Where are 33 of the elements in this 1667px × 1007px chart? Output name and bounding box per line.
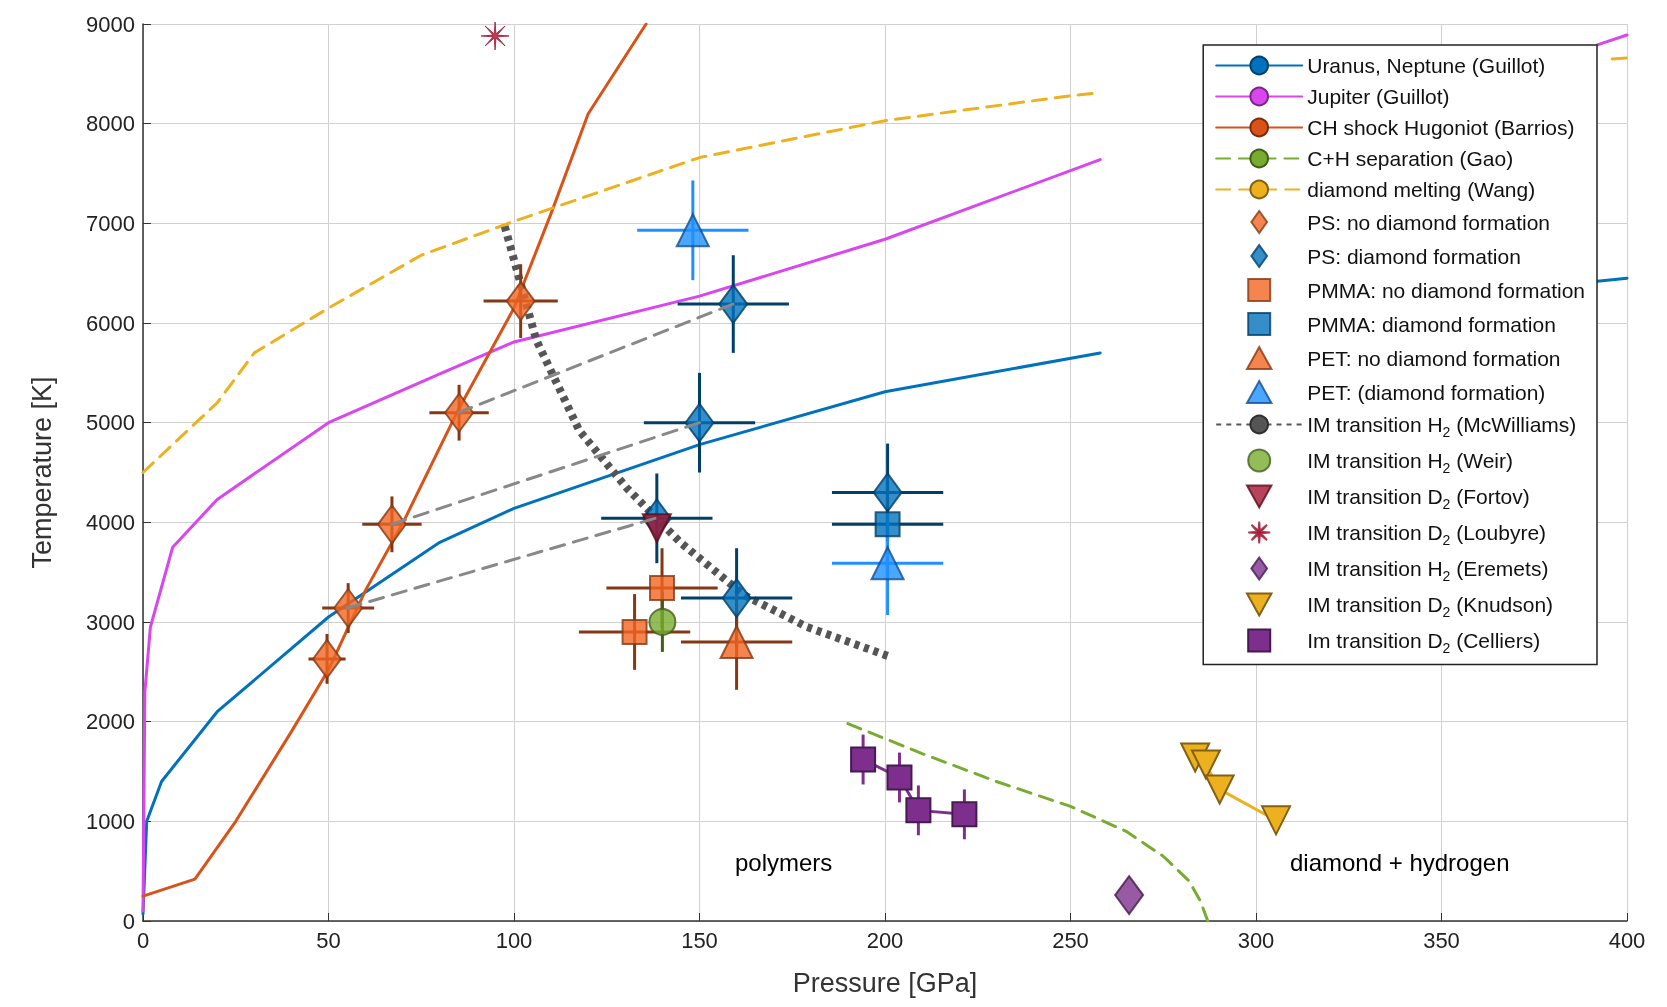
y-tick-label: 7000 [86,210,135,236]
y-tick-label: 0 [122,908,135,934]
legend-label: Jupiter (Guillot) [1307,85,1450,108]
x-tick-label: 150 [681,927,718,953]
x-tick-label: 250 [1052,927,1089,953]
x-tick-label: 200 [866,927,904,953]
y-tick-label: 6000 [86,310,135,336]
y-axis-title: Temperature [K] [26,376,57,569]
x-tick-label: 400 [1608,927,1646,953]
x-tick-label: 300 [1237,927,1275,953]
legend-label: CH shock Hugoniot (Barrios) [1307,116,1575,139]
legend-label: C+H separation (Gao) [1307,147,1514,170]
legend-label: PET: (diamond formation) [1307,380,1546,404]
legend-label: PMMA: diamond formation [1307,312,1556,336]
y-tick-label: 2000 [86,709,135,735]
y-tick-label: 3000 [86,609,135,635]
legend-label: PS: diamond formation [1307,244,1521,268]
annotation: polymers [735,848,833,876]
y-tick-label: 8000 [86,111,135,137]
x-tick-label: 350 [1423,927,1460,953]
y-tick-label: 9000 [86,11,135,37]
legend-label: Uranus, Neptune (Guillot) [1307,54,1546,77]
x-tick-label: 100 [495,927,533,953]
x-tick-label: 50 [316,927,341,953]
legend-label: diamond melting (Wang) [1307,178,1536,201]
y-tick-label: 4000 [86,509,135,535]
annotation: diamond + hydrogen [1290,848,1510,876]
legend-label: PS: no diamond formation [1307,210,1551,234]
y-tick-label: 5000 [86,410,135,436]
y-tick-label: 1000 [86,808,135,834]
legend-label: PMMA: no diamond formation [1307,278,1586,302]
x-axis-title: Pressure [GPa] [792,967,978,998]
legend-label: PET: no diamond formation [1307,346,1561,370]
